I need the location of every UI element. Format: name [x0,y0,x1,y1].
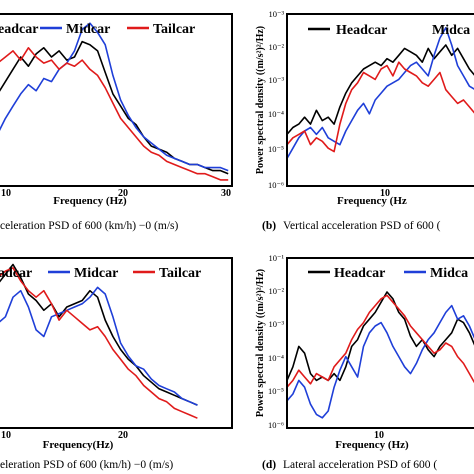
panel-b-series-line-unnamed-2 [286,61,474,153]
panel-d-x-axis-label: Frequency (Hz) [335,439,409,451]
panel-c-frame [0,257,233,429]
panel-a-caption: celeration PSD of 600 (km/h) −0 (m/s) [0,220,178,232]
panel-c-series-line-tailcar [0,266,198,419]
panel-d-ytick-0: 10⁻¹ [268,253,284,263]
panel-c-plot-area [0,263,198,419]
panel-d-xtick-0: 10 [374,430,384,441]
panel-d-frame [286,257,474,429]
panel-b-series-line-headcar [286,44,474,135]
panel-d-series-line-unnamed-2 [286,294,474,388]
panel-b-y-axis-label: Power spectral density ((m/s²)²/Hz) [255,26,266,174]
panel-b-legend: Headcar Midca [308,23,470,38]
panel-c-x-axis-label: Frequency(Hz) [43,439,114,451]
panel-a-legend: eadcar Midcar Tailcar [0,22,195,37]
panel-b-ytick-2: 10⁻³ [268,75,284,85]
panel-d-ytick-4: 10⁻⁵ [268,386,284,396]
panel-d-caption-prefix: (d) [262,459,276,471]
panel-d-plot-area [286,291,474,419]
panel-c-legend-label-tailcar: Tailcar [159,266,201,281]
panel-a-xtick-1: 20 [118,188,128,199]
panel-d-series-line-headcar [286,291,474,382]
panel-d-ytick-2: 10⁻³ [268,319,284,329]
panel-d-legend-label-headcar: Headcar [334,266,385,281]
panel-c-legend-label-adcar: adcar [0,266,32,281]
panel-c-xtick-0: 10 [1,430,11,441]
panel-b-plot-area [286,26,474,159]
panel-c-series-line-adcar [0,263,198,406]
panel-a-legend-label-midcar: Midcar [66,22,110,37]
panel-d-ytick-5: 10⁻⁶ [268,420,284,430]
panel-d-caption: Lateral acceleration PSD of 600 ( [283,459,437,471]
panel-d-legend: Headcar Midca [308,266,468,281]
panel-b-caption: Vertical acceleration PSD of 600 ( [283,220,441,232]
panel-a-xtick-2: 30 [221,188,231,199]
panel-b-series-line-midca [286,26,474,159]
panel-c-xtick-1: 20 [118,430,128,441]
panel-a-x-ticks: 10 20 30 [1,188,231,199]
panel-b-legend-label-headcar: Headcar [336,23,387,38]
panel-a-x-axis-label: Frequency (Hz) [53,195,127,207]
panel-d-y-ticks: 10⁻¹ 10⁻² 10⁻³ 10⁻⁴ 10⁻⁵ 10⁻⁶ [268,253,284,430]
panel-a-legend-label-eadcar: eadcar [0,22,38,37]
panel-a-series-line-midcar [0,22,229,172]
panel-b-ytick-3: 10⁻⁴ [268,109,284,119]
panel-c-caption: eleration PSD of 600 (km/h) −0 (m/s) [0,459,173,471]
panel-a-plot-area [0,22,229,181]
panel-c: 10 20 Frequency(Hz) adcar Midcar Tailcar… [0,257,233,471]
panel-b-ytick-0: 10⁻³ [268,9,284,19]
panel-d: 10⁻¹ 10⁻² 10⁻³ 10⁻⁴ 10⁻⁵ 10⁻⁶ Power spec… [255,253,474,471]
panel-b-legend-label-midca: Midca [432,23,470,38]
panel-a-xtick-0: 10 [1,188,11,199]
panel-c-series-line-midcar [0,286,198,406]
panel-c-legend-label-midcar: Midcar [74,266,118,281]
panel-b-xtick-0: 10 [380,188,390,199]
panel-b: 10⁻³ 10⁻² 10⁻³ 10⁻⁴ 10⁻⁵ 10⁻⁶ Power spec… [255,9,474,232]
panel-b-ytick-4: 10⁻⁵ [268,144,284,154]
panel-b-caption-prefix: (b) [262,220,276,232]
panel-a-frame [0,13,233,187]
panel-a-legend-label-tailcar: Tailcar [153,22,195,37]
panel-d-y-axis-label: Power spectral density ((m/s²)²/Hz) [255,269,266,417]
panel-b-y-ticks: 10⁻³ 10⁻² 10⁻³ 10⁻⁴ 10⁻⁵ 10⁻⁶ [268,9,284,190]
panel-d-ytick-3: 10⁻⁴ [268,353,284,363]
panel-a: 10 20 30 Frequency (Hz) eadcar Midcar Ta… [0,13,233,232]
panel-b-ytick-1: 10⁻² [268,42,284,52]
panel-d-series-line-midca [286,304,474,419]
panel-b-x-axis-label: Frequency (Hz [337,195,407,207]
panel-d-ytick-1: 10⁻² [268,286,284,296]
panel-b-frame [286,13,474,187]
panel-c-legend: adcar Midcar Tailcar [0,266,201,281]
panel-a-series-line-tailcar [0,46,229,181]
panel-b-ytick-5: 10⁻⁶ [268,180,284,190]
panel-d-legend-label-midca: Midca [430,266,468,281]
